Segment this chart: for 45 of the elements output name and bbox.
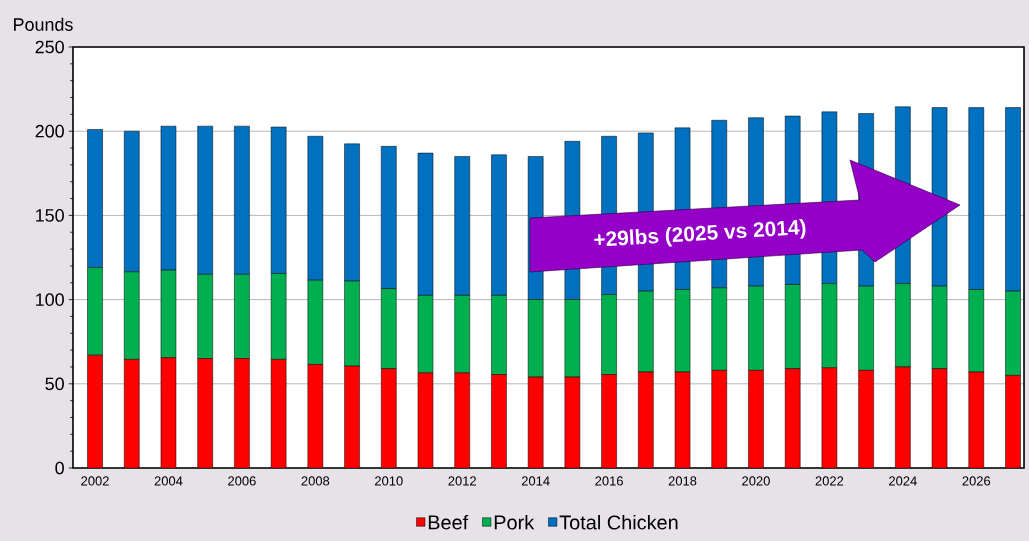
bar: [748, 370, 764, 468]
bar: [197, 358, 213, 468]
bar: [344, 365, 360, 468]
legend-label: Beef: [428, 514, 469, 530]
bar: [381, 368, 397, 468]
x-tick-label: 2012: [448, 476, 476, 486]
x-tick-label: 2006: [228, 476, 256, 486]
bar: [527, 376, 544, 468]
y-tick-label: 250: [35, 40, 64, 54]
bar: [564, 376, 581, 468]
x-tick-label: 2026: [962, 476, 991, 486]
x-tick-label: 2020: [742, 476, 770, 486]
x-tick-label: 2010: [375, 476, 403, 486]
x-tick-label: 2024: [889, 476, 917, 486]
bar: [1005, 375, 1021, 468]
legend-label: Pork: [494, 514, 535, 530]
x-tick-label: 2004: [154, 476, 183, 486]
bar: [307, 364, 324, 468]
bar: [123, 359, 140, 468]
x-tick-label: 2018: [668, 476, 697, 486]
bar: [711, 370, 728, 468]
bar: [491, 374, 507, 468]
annotation: +29lbs (2025 vs 2014): [594, 219, 806, 247]
bar: [784, 368, 801, 468]
x-tick-label: 2014: [521, 476, 550, 486]
x-tick-label: 2002: [81, 476, 109, 486]
legend-label: Total Chicken: [559, 514, 678, 530]
y-tick-label: 50: [45, 377, 64, 391]
bar: [87, 354, 103, 468]
bar: [454, 372, 470, 468]
bar: [968, 371, 985, 468]
bar: [858, 370, 874, 468]
y-tick-label: 0: [55, 461, 64, 475]
x-tick-label: 2022: [815, 476, 844, 486]
bar: [270, 359, 287, 468]
x-tick-label: 2008: [301, 476, 330, 486]
y-axis-title: Pounds: [14, 17, 73, 31]
bar: [601, 374, 617, 468]
bar: [895, 366, 911, 468]
y-tick-label: 100: [36, 293, 64, 306]
x-tick-label: 2016: [595, 476, 623, 486]
y-tick-label: 200: [35, 124, 64, 138]
bar: [638, 371, 654, 468]
bar: [234, 358, 250, 468]
y-tick-label: 150: [36, 209, 64, 222]
